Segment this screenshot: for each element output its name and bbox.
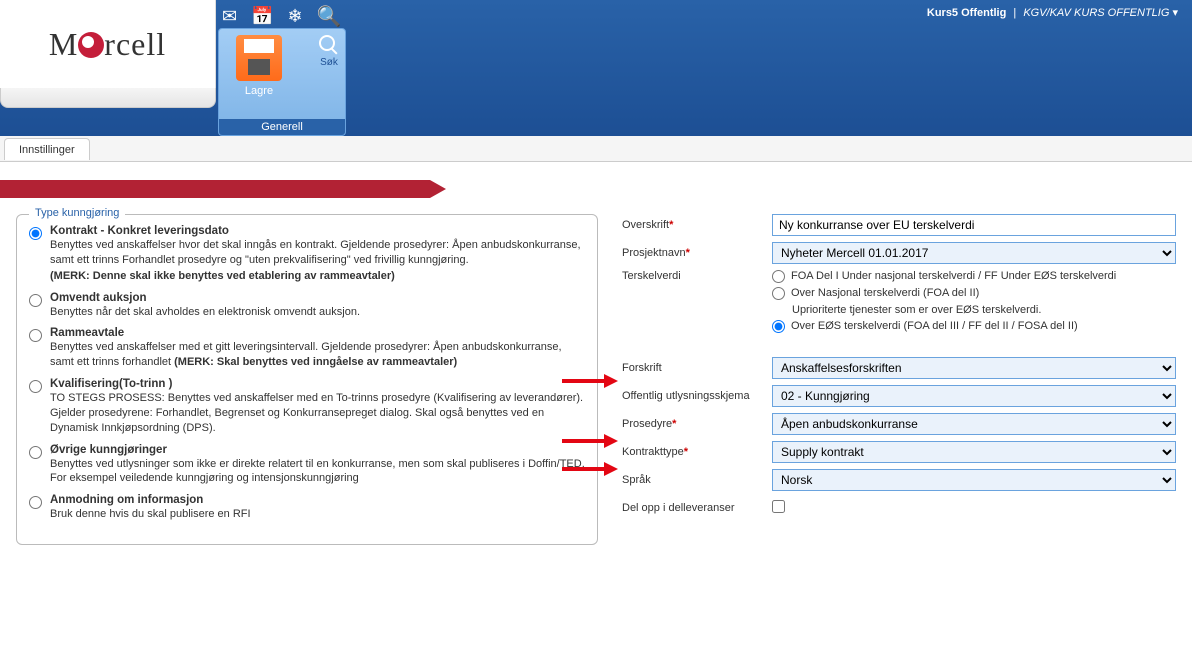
announcement-option[interactable]: Kvalifisering(To-trinn )TO STEGS PROSESS… [29,378,585,436]
announcement-type-box: Type kunngjøring Kontrakt - Konkret leve… [16,214,598,545]
content: Type kunngjøring Kontrakt - Konkret leve… [0,214,1192,569]
search-top-icon[interactable]: 🔍 [317,4,342,29]
logo-fold [0,88,216,108]
option-title: Kontrakt - Konkret leveringsdato [50,225,585,237]
sprak-select[interactable]: Norsk [772,469,1176,491]
option-desc: Benyttes når det skal avholdes en elektr… [50,305,585,320]
label-prosedyre: Prosedyre* [622,418,772,430]
delopp-checkbox[interactable] [772,500,785,513]
search-label: Søk [319,57,339,68]
search-icon [319,35,339,55]
terskel-opt-1-sub: Uprioriterte tjenester som er over EØS t… [792,304,1176,316]
forskrift-select[interactable]: Anskaffelsesforskriften [772,357,1176,379]
label-sprak: Språk [622,474,772,486]
org-name: KGV/KAV KURS OFFENTLIG [1023,7,1169,19]
ribbon-group: Lagre Søk Generell [218,28,346,136]
search-button[interactable]: Søk [319,35,339,68]
terskel-opt-0[interactable]: FOA Del I Under nasjonal terskelverdi / … [772,270,1176,283]
legend: Type kunngjøring [29,207,125,219]
user-name: Kurs5 Offentlig [927,7,1006,19]
option-title: Rammeavtale [50,327,585,339]
label-prosjektnavn: Prosjektnavn* [622,247,772,259]
option-title: Kvalifisering(To-trinn ) [50,378,585,390]
announcement-option[interactable]: Anmodning om informasjonBruk denne hvis … [29,494,585,522]
form-panel: Overskrift* Prosjektnavn* Nyheter Mercel… [622,214,1176,545]
prosedyre-select[interactable]: Åpen anbudskonkurranse [772,413,1176,435]
terskel-opt-2[interactable]: Over EØS terskelverdi (FOA del III / FF … [772,320,1176,333]
announcement-option[interactable]: Øvrige kunngjøringerBenyttes ved utlysni… [29,444,585,487]
arrow-icon [562,462,618,476]
logo: Mrcell [0,0,216,90]
top-user-info[interactable]: Kurs5 Offentlig | KGV/KAV KURS OFFENTLIG… [927,6,1178,19]
tab-settings[interactable]: Innstillinger [4,138,90,160]
radio-input[interactable] [29,380,42,393]
terskel-opt-1[interactable]: Over Nasjonal terskelverdi (FOA del II) [772,287,1176,300]
option-note: (MERK: Denne skal ikke benyttes ved etab… [50,269,585,284]
kontrakttype-select[interactable]: Supply kontrakt [772,441,1176,463]
option-title: Øvrige kunngjøringer [50,444,585,456]
label-skjema: Offentlig utlysningsskjema [622,390,772,402]
arrow-icon [562,374,618,388]
label-kontrakttype: Kontrakttype* [622,446,772,458]
skjema-select[interactable]: 02 - Kunngjøring [772,385,1176,407]
chevron-down-icon: ▾ [1172,7,1178,19]
option-desc: Benyttes ved anskaffelser hvor det skal … [50,238,585,268]
red-banner [0,180,430,198]
top-bar: Mrcell ✉ 📅 ❄ 🔍 Kurs5 Offentlig | KGV/KAV… [0,0,1192,136]
radio-input[interactable] [29,496,42,509]
option-desc: Bruk denne hvis du skal publisere en RFI [50,507,585,522]
logo-text: Mrcell [49,26,166,63]
save-button[interactable]: Lagre [225,35,293,97]
option-title: Anmodning om informasjon [50,494,585,506]
announcement-option[interactable]: Kontrakt - Konkret leveringsdatoBenyttes… [29,225,585,284]
option-desc: TO STEGS PROSESS: Benyttes ved anskaffel… [50,391,585,436]
announcement-option[interactable]: Omvendt auksjonBenyttes når det skal avh… [29,292,585,320]
overskrift-input[interactable] [772,214,1176,236]
label-delopp: Del opp i delleveranser [622,502,772,514]
terskelverdi-radios: FOA Del I Under nasjonal terskelverdi / … [772,270,1176,333]
label-forskrift: Forskrift [622,362,772,374]
top-nav-icons: ✉ 📅 ❄ 🔍 [222,4,342,29]
tab-bar: Innstillinger [0,136,1192,162]
prosjektnavn-select[interactable]: Nyheter Mercell 01.01.2017 [772,242,1176,264]
announcement-option[interactable]: RammeavtaleBenyttes ved anskaffelser med… [29,327,585,370]
ribbon-group-title: Generell [219,119,345,135]
radio-input[interactable] [29,329,42,342]
radio-input[interactable] [29,294,42,307]
save-icon [236,35,282,81]
label-terskelverdi: Terskelverdi [622,270,772,282]
option-desc: Benyttes ved utlysninger som ikke er dir… [50,457,585,487]
snowflake-icon[interactable]: ❄ [288,6,303,27]
option-title: Omvendt auksjon [50,292,585,304]
arrow-icon [562,434,618,448]
save-label: Lagre [225,85,293,97]
mail-icon[interactable]: ✉ [222,6,237,27]
option-desc: Benyttes ved anskaffelser med et gitt le… [50,340,585,370]
radio-input[interactable] [29,227,42,240]
radio-input[interactable] [29,446,42,459]
label-overskrift: Overskrift* [622,219,772,231]
calendar-icon[interactable]: 📅 [251,6,273,27]
